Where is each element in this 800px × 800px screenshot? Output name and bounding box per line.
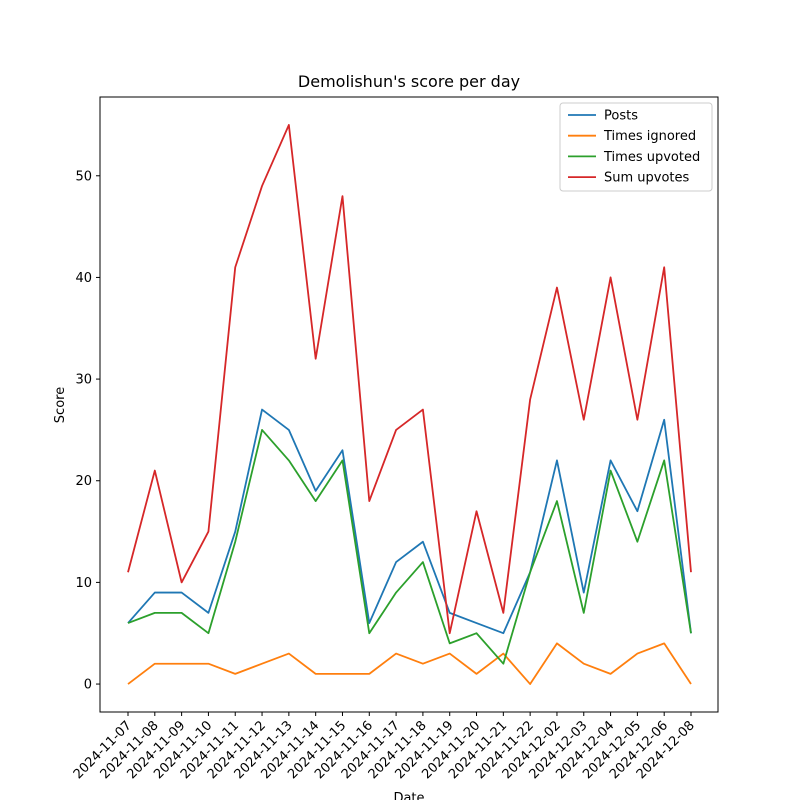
plot-frame (99, 96, 719, 713)
y-tick-label: 50 (75, 169, 92, 184)
legend-label: Posts (604, 109, 638, 124)
legend-label: Sum upvotes (604, 171, 690, 186)
x-axis-label: Date (393, 791, 424, 800)
y-tick-label: 20 (75, 474, 92, 489)
legend-box (559, 102, 713, 192)
legend-label: Times upvoted (603, 150, 700, 165)
legend: Posts Times ignored Times upvoted Sum upvot… (559, 102, 713, 192)
y-tick-label: 40 (75, 271, 92, 286)
series-line (127, 642, 692, 685)
y-tick-label: 0 (84, 678, 92, 693)
legend-label: Times ignored (603, 129, 696, 144)
y-axis-label: Score (53, 387, 68, 423)
series-line (127, 408, 692, 635)
series-line (127, 124, 692, 635)
chart-title: Demolishun's score per day (298, 72, 520, 91)
series-line (127, 429, 692, 665)
y-tick-label: 30 (75, 373, 92, 388)
y-tick-label: 10 (75, 576, 92, 591)
